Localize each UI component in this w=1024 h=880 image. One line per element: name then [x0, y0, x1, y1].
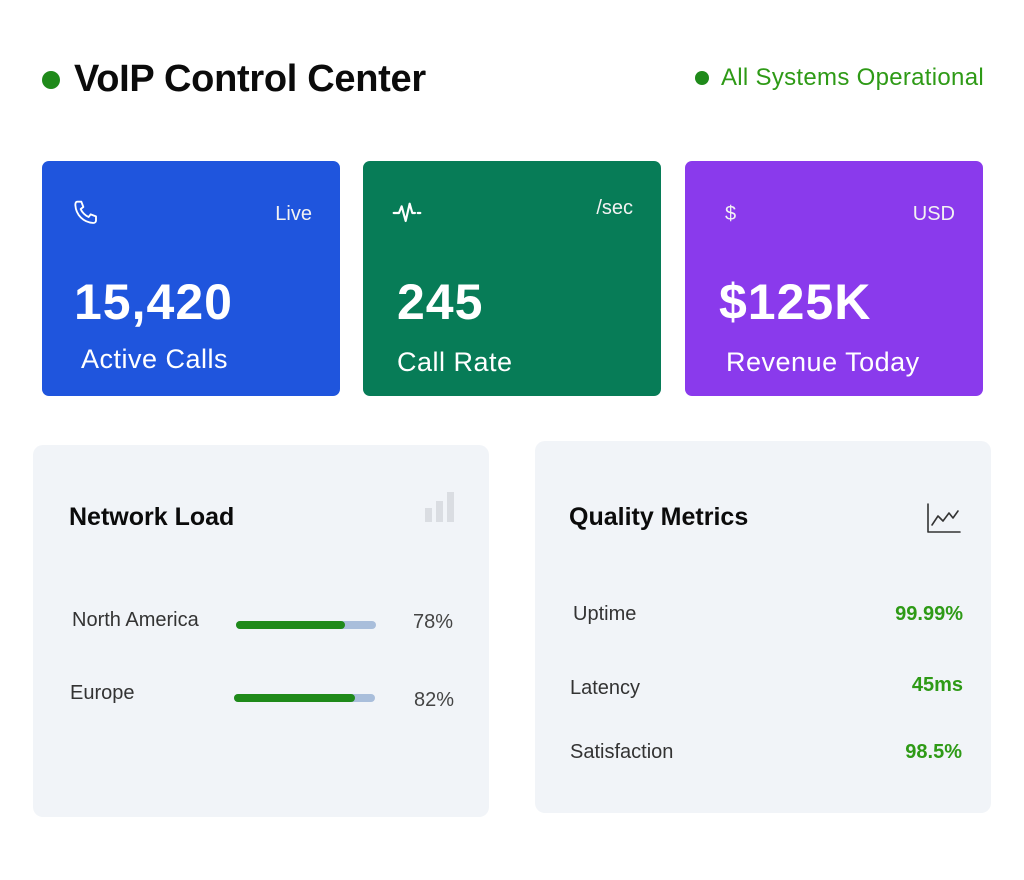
region-load-fill [234, 694, 356, 702]
header: VoIP Control Center All Systems Operatio… [42, 58, 984, 106]
region-load-fill [236, 621, 346, 629]
region-row: Europe 82% [33, 682, 489, 722]
region-percent: 78% [413, 611, 454, 633]
metric-value: 98.5% [905, 741, 962, 763]
page-title: VoIP Control Center [74, 58, 426, 100]
region-load-bar [236, 621, 376, 629]
metric-name: Uptime [573, 603, 637, 625]
region-name: North America [72, 609, 199, 631]
panel-title: Quality Metrics [569, 503, 749, 531]
metric-row: Latency 45ms [535, 674, 991, 707]
quality-metrics-panel: Quality Metrics Uptime 99.99% Latency 45… [535, 441, 991, 813]
card-label: Active Calls [81, 344, 229, 374]
card-badge: Live [275, 203, 312, 225]
metric-value: 99.99% [895, 603, 963, 625]
region-name: Europe [70, 682, 135, 704]
phone-icon [70, 197, 102, 229]
region-percent: 82% [414, 689, 455, 711]
bar-chart-icon [425, 492, 457, 522]
metric-row: Uptime 99.99% [535, 603, 991, 633]
system-status: All Systems Operational [694, 64, 984, 92]
status-dot-icon [42, 70, 60, 89]
dollar-icon: $ [725, 203, 737, 225]
title-group: VoIP Control Center [42, 58, 426, 101]
call-rate-card[interactable]: /sec 245 Call Rate [363, 161, 661, 396]
card-badge: USD [912, 203, 955, 225]
card-value: 245 [397, 274, 484, 330]
card-value: 15,420 [74, 274, 233, 330]
metric-value: 45ms [911, 674, 963, 696]
card-badge: /sec [596, 197, 633, 219]
region-load-bar [234, 694, 375, 702]
active-calls-card[interactable]: Live 15,420 Active Calls [42, 161, 340, 396]
card-label: Revenue Today [726, 347, 920, 377]
panel-title: Network Load [69, 503, 235, 531]
metric-name: Latency [570, 677, 641, 699]
metric-name: Satisfaction [570, 741, 674, 763]
status-text: All Systems Operational [720, 64, 984, 91]
region-row: North America 78% [33, 609, 489, 649]
metric-row: Satisfaction 98.5% [535, 741, 991, 771]
pulse-icon [391, 197, 423, 229]
card-value: $125K [719, 274, 872, 330]
line-chart-icon [927, 503, 961, 533]
status-indicator-icon [694, 71, 709, 85]
revenue-card[interactable]: $ USD $125K Revenue Today [685, 161, 983, 396]
card-label: Call Rate [397, 347, 513, 377]
network-load-panel: Network Load North America 78% Europe 82… [33, 445, 489, 817]
